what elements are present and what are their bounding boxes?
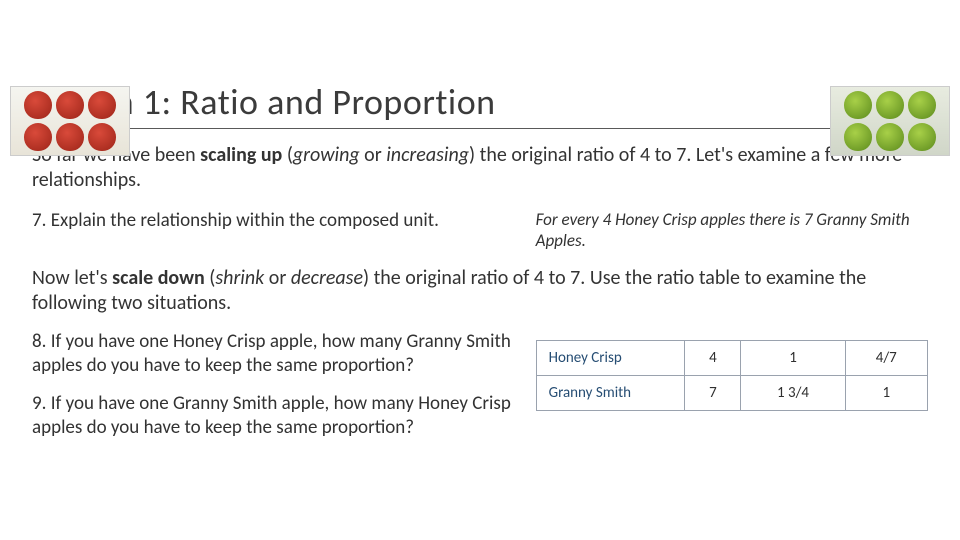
apple-icon [88,123,116,151]
apple-icon [88,91,116,119]
cell: 1 3/4 [741,375,845,410]
apple-icon [876,91,904,119]
text: or [360,143,387,167]
apple-icon-group [20,89,120,153]
question-7-answer: For every 4 Honey Crisp apples there is … [536,209,928,252]
text: Now let's [32,266,112,290]
row-label: Granny Smith [536,375,685,410]
apple-icon [908,123,936,151]
apple-icon [844,91,872,119]
question-7: 7. Explain the relationship within the c… [32,209,512,233]
ratio-table: Honey Crisp 4 1 4/7 Granny Smith 7 1 3/4… [536,340,928,411]
apple-icon [876,123,904,151]
questions-and-table-row: 8. If you have one Honey Crisp apple, ho… [32,330,928,441]
cell: 4 [685,340,741,375]
mid-paragraph: Now let's scale down (shrink or decrease… [32,266,928,316]
apple-icon [908,91,936,119]
table-row: Honey Crisp 4 1 4/7 [536,340,927,375]
slide: Lesson 1: Ratio and Proportion So far we… [0,80,960,540]
text: ( [205,266,216,290]
intro-paragraph: So far we have been scaling up (growing … [32,143,928,193]
cell: 4/7 [845,340,927,375]
question-8: 8. If you have one Honey Crisp apple, ho… [32,330,512,379]
italic-text: decrease [291,266,363,290]
row-label: Honey Crisp [536,340,685,375]
apple-icon [56,91,84,119]
bold-text: scale down [112,266,205,290]
bold-text: scaling up [200,143,282,167]
apple-icon [844,123,872,151]
italic-text: increasing [386,143,469,167]
italic-text: growing [293,143,360,167]
apple-icon [24,91,52,119]
question-9: 9. If you have one Granny Smith apple, h… [32,392,512,441]
cell: 7 [685,375,741,410]
cell: 1 [741,340,845,375]
question-7-row: 7. Explain the relationship within the c… [32,209,928,252]
cell: 1 [845,375,927,410]
table-row: Granny Smith 7 1 3/4 1 [536,375,927,410]
page-title: Lesson 1: Ratio and Proportion [32,80,928,129]
text: ( [282,143,293,167]
italic-text: shrink [215,266,264,290]
text: or [264,266,291,290]
apple-icon [24,123,52,151]
red-apples-image [10,86,130,156]
green-apples-image [830,86,950,156]
questions-8-9: 8. If you have one Honey Crisp apple, ho… [32,330,512,441]
apple-icon-group [840,89,940,153]
ratio-table-element: Honey Crisp 4 1 4/7 Granny Smith 7 1 3/4… [536,340,928,411]
apple-icon [56,123,84,151]
